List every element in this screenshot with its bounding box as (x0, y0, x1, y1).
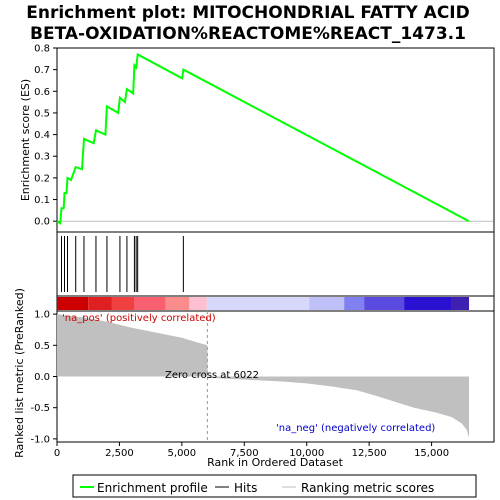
enrichment-profile-line (57, 55, 469, 224)
es-y-tick-label: 0.4 (34, 130, 50, 141)
es-panel-frame (57, 48, 494, 232)
hits-panel-frame (57, 232, 494, 296)
heatbar-segment (88, 297, 112, 310)
heatbar-segment (134, 297, 165, 310)
heatbar-segment (404, 297, 451, 310)
es-y-tick-label: 0.6 (34, 87, 50, 98)
es-y-tick-label: 0.0 (34, 217, 50, 228)
metric-y-tick-label: 0.0 (34, 372, 50, 383)
zero-cross-label: Zero cross at 6022 (165, 370, 259, 381)
heatbar-segment (452, 297, 469, 310)
es-y-tick-label: 0.3 (34, 152, 50, 163)
heatbar-segment (207, 297, 309, 310)
chart-title-line2: BETA-OXIDATION%REACTOME%REACT_1473.1 (30, 24, 466, 44)
heatbar-segment (364, 297, 404, 310)
metric-y-tick-label: -1.0 (30, 434, 50, 445)
x-tick-label: 2,500 (105, 448, 134, 459)
legend-ranking-label: Ranking metric scores (301, 481, 434, 495)
es-y-tick-label: 0.1 (34, 195, 50, 206)
heatbar-segment (112, 297, 134, 310)
es-y-tick-label: 0.5 (34, 108, 50, 119)
x-tick-label: 15,000 (414, 448, 449, 459)
metric-y-axis-label: Ranked list metric (PreRanked) (13, 288, 26, 458)
metric-y-tick-label: 0.5 (34, 341, 50, 352)
chart-title-line1: Enrichment plot: MITOCHONDRIAL FATTY ACI… (26, 3, 470, 23)
legend-hits-label: Hits (234, 481, 257, 495)
es-y-tick-label: 0.2 (34, 173, 50, 184)
ranking-heatbar (57, 297, 469, 310)
x-tick-label: 12,500 (352, 448, 387, 459)
pos-correlated-label: 'na_pos' (positively correlated) (62, 313, 216, 324)
metric-y-axis: -1.0 -0.5 0.0 0.5 1.0 (30, 310, 57, 446)
es-y-tick-label: 0.7 (34, 65, 50, 76)
es-y-tick-label: 0.8 (34, 44, 50, 55)
heatbar-segment (189, 297, 206, 310)
x-tick-label: 0 (54, 448, 60, 459)
heatbar-segment (166, 297, 190, 310)
metric-y-tick-label: 1.0 (34, 310, 50, 321)
x-tick-label: 5,000 (168, 448, 197, 459)
es-y-axis-label: Enrichment score (ES) (19, 79, 32, 201)
neg-correlated-label: 'na_neg' (negatively correlated) (276, 423, 435, 434)
heatbar-segment (309, 297, 344, 310)
heatbar-segment (344, 297, 364, 310)
es-y-axis: 0.0 0.1 0.2 0.3 0.4 0.5 0.6 0.7 0.8 (34, 44, 494, 228)
heatbar-segment (57, 297, 88, 310)
ranking-metric-area (57, 314, 469, 438)
enrichment-profile (57, 55, 469, 224)
hits-markers (61, 236, 183, 292)
metric-y-tick-label: -0.5 (30, 403, 50, 414)
x-axis-label: Rank in Ordered Dataset (207, 456, 344, 469)
legend-enrichment-label: Enrichment profile (97, 481, 208, 495)
